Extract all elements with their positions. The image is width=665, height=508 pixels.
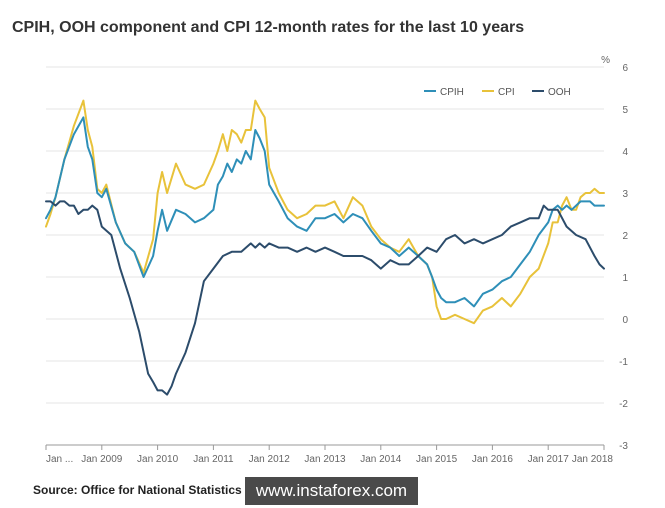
legend-label: CPIH xyxy=(440,87,464,98)
x-tick-label: Jan 2009 xyxy=(81,454,123,465)
legend-item-cpih: CPIH xyxy=(424,87,464,98)
legend-item-ooh: OOH xyxy=(532,87,571,98)
y-tick-label: -2 xyxy=(619,399,628,410)
series-line-cpih xyxy=(45,116,605,308)
series-layer xyxy=(45,99,605,396)
x-tick-label: Jan 2010 xyxy=(137,454,179,465)
legend-label: OOH xyxy=(548,87,571,98)
legend-label: CPI xyxy=(498,87,515,98)
y-tick-label: 6 xyxy=(622,63,628,74)
x-tick-label: Jan 2013 xyxy=(304,454,346,465)
y-tick-label: 1 xyxy=(622,273,628,284)
chart-title: CPIH, OOH component and CPI 12-month rat… xyxy=(12,19,525,36)
legend-item-cpi: CPI xyxy=(482,87,515,98)
x-tick-label: Jan 2015 xyxy=(416,454,458,465)
grid-layer xyxy=(46,66,604,446)
x-tick-label: Jan 2014 xyxy=(360,454,402,465)
legend: CPIH CPI OOH xyxy=(424,87,571,98)
y-tick-label: 2 xyxy=(622,231,628,242)
y-tick-label: -1 xyxy=(619,357,628,368)
y-tick-label: -3 xyxy=(619,441,628,452)
x-tick-label: Jan 2017 xyxy=(528,454,570,465)
x-tick-label: Jan ... xyxy=(46,454,73,465)
y-axis-label: % xyxy=(601,55,610,66)
x-tick-label: Jan 2018 xyxy=(572,454,614,465)
series-line-cpi xyxy=(45,99,605,325)
source-note: Source: Office for National Statistics xyxy=(33,483,242,497)
watermark: www.instaforex.com xyxy=(245,477,418,505)
x-tick-label: Jan 2016 xyxy=(472,454,514,465)
axis-layer: -3 -2 -1 0 1 2 3 4 5 6% Jan ... Jan 2009 Jan 2010 Jan… xyxy=(45,55,628,465)
x-tick-label: Jan 2011 xyxy=(193,454,234,465)
y-tick-label: 3 xyxy=(622,189,628,200)
y-tick-label: 5 xyxy=(622,105,628,116)
x-tick-label: Jan 2012 xyxy=(249,454,291,465)
y-tick-label: 0 xyxy=(622,315,628,326)
series-line-ooh xyxy=(45,200,605,396)
y-tick-label: 4 xyxy=(622,147,628,158)
